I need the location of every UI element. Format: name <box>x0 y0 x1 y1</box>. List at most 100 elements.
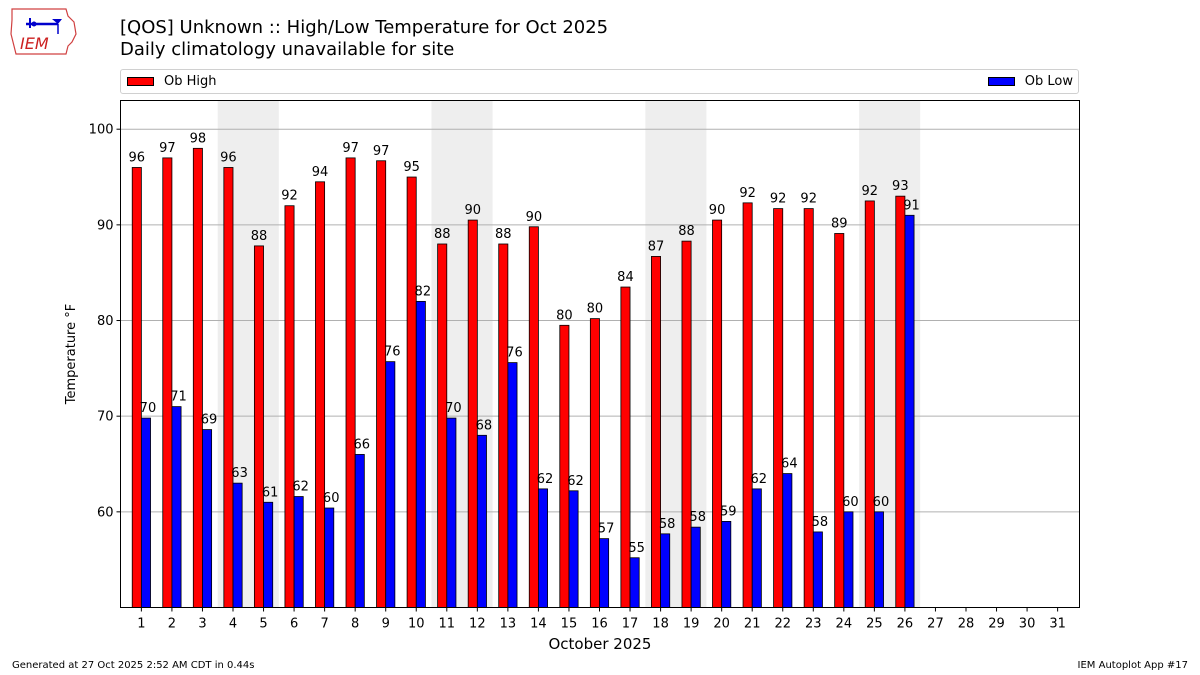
data-label-high: 98 <box>190 131 207 146</box>
data-label-high: 94 <box>312 165 329 180</box>
bar-low <box>385 361 396 608</box>
x-tick-label: 10 <box>408 617 425 632</box>
x-tick-label: 12 <box>469 617 486 632</box>
x-tick-label: 16 <box>591 617 608 632</box>
bar-low <box>354 454 365 608</box>
bar-high <box>284 205 295 608</box>
bar-low <box>263 501 274 608</box>
x-tick-label: 24 <box>836 617 853 632</box>
data-label-high: 92 <box>281 189 298 204</box>
data-label-high: 95 <box>403 160 420 175</box>
x-tick-label: 3 <box>198 617 206 632</box>
data-label-low: 60 <box>842 495 859 510</box>
bar-low <box>293 496 304 608</box>
y-tick-label: 80 <box>97 314 114 329</box>
bar-low <box>782 473 793 608</box>
bar-low <box>324 507 335 608</box>
legend: Ob High Ob Low <box>120 69 1079 94</box>
data-label-low: 70 <box>445 401 462 416</box>
bar-low <box>140 417 151 608</box>
data-label-high: 96 <box>220 150 237 165</box>
data-label-low: 82 <box>415 284 432 299</box>
data-label-high: 90 <box>526 210 543 225</box>
bar-low <box>507 362 518 608</box>
x-tick-label: 13 <box>500 617 517 632</box>
data-label-low: 57 <box>598 522 615 537</box>
data-label-low: 62 <box>537 472 554 487</box>
data-label-high: 97 <box>159 141 176 156</box>
legend-item-high: Ob High <box>127 74 217 89</box>
data-label-high: 96 <box>129 150 146 165</box>
bar-low <box>538 488 548 608</box>
bar-high <box>864 200 875 608</box>
bar-low <box>446 417 457 608</box>
bar-low <box>171 406 182 608</box>
bar-high <box>498 243 509 608</box>
bar-low <box>415 300 426 608</box>
x-tick-label: 14 <box>530 617 547 632</box>
y-axis-label: Temperature °F <box>64 304 79 405</box>
bar-high <box>773 208 784 608</box>
data-label-low: 58 <box>812 515 829 530</box>
legend-label-high: Ob High <box>164 74 217 89</box>
bar-high <box>223 167 234 608</box>
bar-low <box>629 557 640 608</box>
x-tick-label: 28 <box>958 617 975 632</box>
bar-low <box>904 214 915 608</box>
data-label-low: 62 <box>292 480 309 495</box>
x-tick-label: 6 <box>290 617 298 632</box>
logo-text: IEM <box>20 34 49 53</box>
data-label-low: 68 <box>476 418 493 433</box>
x-tick-label: 30 <box>1019 617 1036 632</box>
x-tick-label: 20 <box>713 617 730 632</box>
x-tick-label: 23 <box>805 617 822 632</box>
x-tick-label: 22 <box>774 617 791 632</box>
data-label-high: 80 <box>587 302 604 317</box>
legend-swatch-high <box>127 77 154 86</box>
x-tick-label: 15 <box>561 617 578 632</box>
bar-high <box>345 157 356 608</box>
chart-title: [QOS] Unknown :: High/Low Temperature fo… <box>120 17 608 61</box>
data-label-high: 92 <box>862 184 879 199</box>
bar-high <box>437 243 448 608</box>
data-label-low: 59 <box>720 504 737 519</box>
data-label-low: 76 <box>384 345 401 360</box>
iem-logo: IEM <box>10 8 77 55</box>
data-label-low: 63 <box>231 466 248 481</box>
data-label-high: 97 <box>342 141 359 156</box>
x-tick-label: 21 <box>744 617 761 632</box>
data-label-low: 62 <box>567 474 584 489</box>
x-tick-label: 5 <box>259 617 267 632</box>
data-label-high: 93 <box>892 179 909 194</box>
data-label-high: 92 <box>739 186 756 201</box>
bar-high <box>162 157 173 608</box>
x-tick-label: 4 <box>229 617 237 632</box>
x-axis-label: October 2025 <box>549 635 652 653</box>
x-tick-label: 1 <box>137 617 145 632</box>
x-tick-label: 18 <box>652 617 669 632</box>
x-tick-label: 26 <box>897 617 914 632</box>
bar-high <box>651 256 661 608</box>
x-tick-label: 8 <box>351 617 359 632</box>
data-label-low: 58 <box>659 517 676 532</box>
data-label-low: 55 <box>628 541 645 556</box>
x-tick-label: 31 <box>1049 617 1066 632</box>
bar-low <box>660 533 671 608</box>
bar-high <box>376 160 387 608</box>
data-label-low: 61 <box>262 485 279 500</box>
bar-low <box>476 434 487 608</box>
footer-generated: Generated at 27 Oct 2025 2:52 AM CDT in … <box>12 660 255 671</box>
bar-high <box>467 219 478 608</box>
data-label-low: 76 <box>506 346 523 361</box>
data-label-high: 80 <box>556 308 573 323</box>
y-tick-label: 90 <box>97 218 114 233</box>
title-line-2: Daily climatology unavailable for site <box>120 39 455 60</box>
bar-high <box>315 181 326 608</box>
data-label-high: 88 <box>495 227 512 242</box>
data-label-low: 62 <box>751 472 768 487</box>
data-label-low: 70 <box>140 401 157 416</box>
data-label-high: 89 <box>831 216 848 231</box>
bar-high <box>253 245 264 608</box>
bar-high <box>712 219 723 608</box>
